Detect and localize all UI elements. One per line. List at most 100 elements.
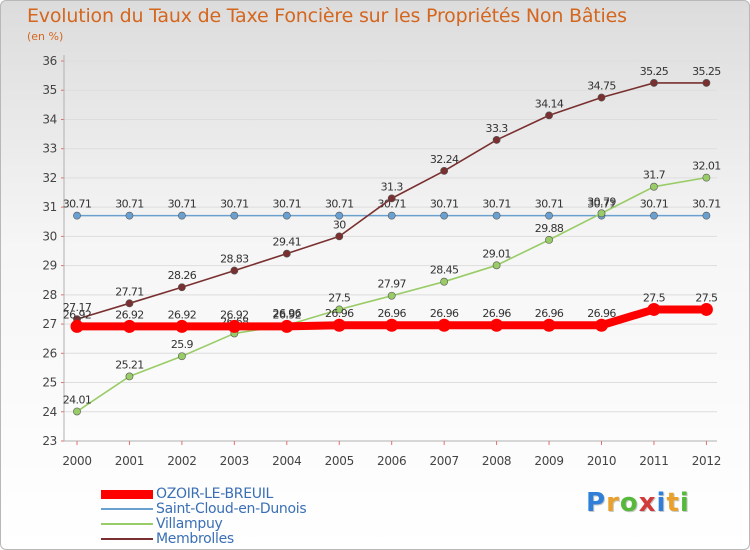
data-label: 30.71 [535,198,564,211]
x-tick-label: 2001 [115,454,144,468]
y-tick-label: 32 [42,171,57,185]
data-label: 30.71 [430,198,459,211]
legend-label: Membrolles [156,531,234,547]
data-label: 26.96 [430,307,459,320]
y-tick-label: 26 [42,346,57,360]
data-label: 26.92 [168,308,197,321]
data-label: 30.71 [640,198,669,211]
data-point [647,302,661,316]
data-label: 29.88 [535,222,564,235]
data-point [597,93,606,102]
data-point [175,319,189,333]
data-label: 26.96 [482,307,511,320]
data-label: 30.71 [63,198,92,211]
data-label: 25.21 [115,358,144,371]
series-ozoir-le-breuil: 26.92 26.92 26.92 26.92 26.92 26.96 26.96 26.96… [63,291,719,333]
chart-unit-label: (en %) [27,30,64,43]
logo-letter: i [679,488,690,518]
data-point [440,277,449,286]
data-point [122,319,136,333]
data-label: 28.26 [168,269,197,282]
y-tick-label: 35 [42,83,57,97]
data-label: 35.25 [640,65,669,78]
y-tick-label: 31 [42,200,57,214]
data-point [230,211,239,220]
data-label: 35.25 [692,65,721,78]
data-point [699,302,713,316]
data-point [492,261,501,270]
x-tick-label: 2008 [482,454,511,468]
data-label: 27.5 [643,291,666,304]
data-label: 33.3 [486,122,509,135]
legend-swatch [101,508,153,510]
data-point [70,319,84,333]
data-label: 26.96 [273,307,302,320]
x-tick-label: 2000 [62,454,91,468]
legend-label: OZOIR-LE-BREUIL [156,486,274,502]
data-point [545,211,553,220]
x-tick-label: 2005 [325,454,354,468]
data-point [437,318,451,332]
data-point [282,211,291,220]
data-label: 30.71 [115,198,144,211]
chart-title: Evolution du Taux de Taxe Foncière sur l… [27,5,627,27]
data-point [440,211,449,220]
data-point [125,211,134,220]
data-label: 31.3 [381,180,404,193]
data-point [125,299,134,308]
x-tick-label: 2010 [587,454,616,468]
data-label: 26.96 [535,307,564,320]
y-tick-label: 29 [42,259,57,273]
logo-letter: x [638,488,657,518]
data-label: 26.96 [325,307,354,320]
data-label: 26.92 [220,308,249,321]
data-label: 26.92 [63,308,92,321]
legend-swatch [101,523,153,525]
x-tick-label: 2007 [429,454,458,468]
data-point [227,319,241,333]
legend-label: Villampuy [156,516,223,532]
data-point [597,209,606,218]
data-point [702,211,711,220]
data-label: 28.45 [430,264,459,277]
legend-swatch [101,489,153,499]
data-point [542,318,556,332]
data-label: 30 [333,218,346,231]
y-tick-label: 25 [42,376,57,390]
y-tick-label: 36 [42,54,57,68]
data-label: 34.14 [535,97,564,110]
data-point [387,211,396,220]
data-point [440,167,449,175]
data-point [387,194,396,203]
x-tick-label: 2004 [272,454,301,468]
y-tick-label: 34 [42,112,57,126]
data-label: 30.71 [168,198,197,211]
x-tick-label: 2006 [377,454,406,468]
data-point [492,136,501,144]
y-tick-label: 24 [42,405,57,419]
logo-letter: r [606,488,620,518]
y-tick-label: 30 [42,229,57,243]
logo-letter: t [666,488,680,518]
data-label: 26.96 [587,307,616,320]
data-point [335,305,344,314]
data-label: 30.71 [587,198,616,211]
data-label: 30.71 [273,198,302,211]
data-label: 32.01 [692,160,721,173]
data-label: 26.96 [377,307,406,320]
data-label: 32.24 [430,153,459,166]
x-tick-label: 2002 [167,454,196,468]
data-label: 31.7 [643,169,666,182]
data-point [335,211,344,220]
data-point [335,232,344,241]
y-tick-label: 28 [42,288,57,302]
x-tick-label: 2012 [692,454,721,468]
data-point [387,291,396,300]
data-point [125,372,134,381]
series-saint-cloud-en-dunois: 30.71 30.71 30.71 30.71 30.71 30.71 30.71 30.71… [63,198,721,220]
logo-letter: o [619,488,639,518]
logo-letter: P [586,488,607,518]
data-point [492,211,501,220]
